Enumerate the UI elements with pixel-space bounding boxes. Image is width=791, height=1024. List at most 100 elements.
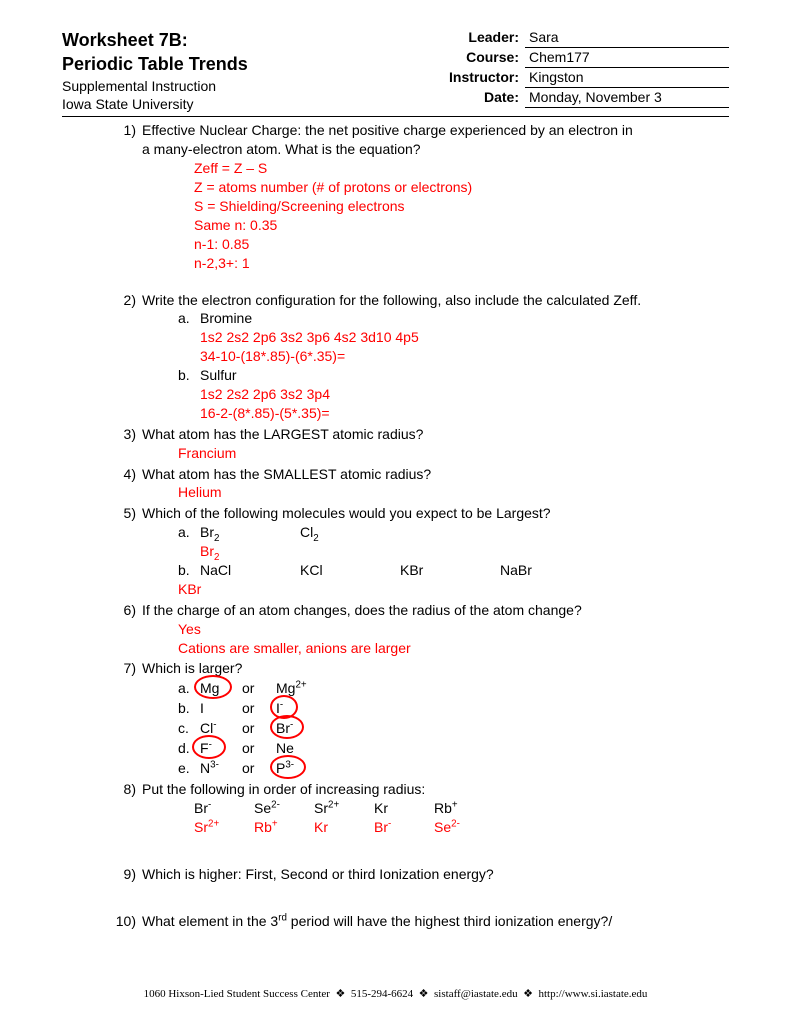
footer-sep-2: ❖	[419, 988, 429, 1000]
footer: 1060 Hixson-Lied Student Success Center …	[0, 987, 791, 1002]
q8-num: 8)	[110, 780, 142, 837]
ion-cell: Kr	[314, 818, 374, 837]
q7-rows: a.MgorMg2+b.IorI-c.Cl-orBr-d.F-orNee.N3-…	[178, 678, 729, 778]
q2b-ans1: 1s2 2s2 2p6 3s2 3p4	[200, 385, 729, 404]
q7-letter: b.	[178, 699, 200, 718]
q8: 8) Put the following in order of increas…	[110, 780, 729, 837]
q7-or: or	[242, 739, 276, 758]
q7-letter: e.	[178, 759, 200, 778]
q5b-opt4: NaBr	[500, 561, 600, 580]
subtitle-2: Iowa State University	[62, 95, 419, 114]
q2a-ans1: 1s2 2s2 2p6 3s2 3p6 4s2 3d10 4p5	[200, 328, 729, 347]
leader-label: Leader:	[419, 28, 525, 48]
q9: 9) Which is higher: First, Second or thi…	[110, 865, 729, 884]
ion-cell: Se2-	[434, 818, 494, 837]
q5a-opt2: Cl2	[300, 523, 400, 542]
footer-s1: 1060 Hixson-Lied Student Success Center	[144, 988, 330, 1000]
course-value: Chem177	[525, 48, 729, 68]
date-value: Monday, November 3	[525, 88, 729, 108]
q5a-row: a. Br2 Cl2	[178, 523, 729, 542]
q5a-letter: a.	[178, 523, 200, 542]
q1-ans3: S = Shielding/Screening electrons	[194, 197, 729, 216]
q7-row: b.IorI-	[178, 698, 729, 718]
ion-cell: Rb+	[254, 818, 314, 837]
ion-cell: Sr2+	[194, 818, 254, 837]
q7-letter: c.	[178, 719, 200, 738]
q8-text: Put the following in order of increasing…	[142, 780, 729, 799]
ion-cell: Kr	[374, 799, 434, 818]
q1-text2: a many-electron atom. What is the equati…	[142, 140, 729, 159]
q10: 10) What element in the 3rd period will …	[110, 912, 729, 931]
page: Worksheet 7B: Periodic Table Trends Supp…	[0, 0, 791, 1024]
q5b-opt2: KCl	[300, 561, 400, 580]
q8-row1: Br-Se2-Sr2+KrRb+	[194, 799, 729, 818]
q6: 6) If the charge of an atom changes, doe…	[110, 601, 729, 658]
header-rule	[62, 116, 729, 117]
q5-text: Which of the following molecules would y…	[142, 504, 729, 523]
content: 1) Effective Nuclear Charge: the net pos…	[110, 121, 729, 930]
q7-left: N3-	[200, 759, 242, 778]
q5a-opt1: Br2	[200, 523, 300, 542]
q2a-label: Bromine	[200, 309, 252, 328]
q6-ans1: Yes	[178, 620, 729, 639]
q7-num: 7)	[110, 659, 142, 778]
q2b-ans2: 16-2-(8*.85)-(5*.35)=	[200, 404, 729, 423]
q5-num: 5)	[110, 504, 142, 598]
q5b-ans: KBr	[178, 580, 729, 599]
q4: 4) What atom has the SMALLEST atomic rad…	[110, 465, 729, 503]
q2a-letter: a.	[178, 309, 200, 328]
q1-ans6: n-2,3+: 1	[194, 254, 729, 273]
q2-text: Write the electron configuration for the…	[142, 291, 729, 310]
q5b-row: b. NaCl KCl KBr NaBr	[178, 561, 729, 580]
q2: 2) Write the electron configuration for …	[110, 291, 729, 423]
course-label: Course:	[419, 48, 525, 68]
q10-text: What element in the 3rd period will have…	[142, 912, 729, 931]
footer-sep-1: ❖	[335, 988, 345, 1000]
q1-num: 1)	[110, 121, 142, 272]
footer-s4: http://www.si.iastate.edu	[538, 988, 647, 1000]
instructor-value: Kingston	[525, 68, 729, 88]
title-line-2: Periodic Table Trends	[62, 52, 419, 76]
ion-cell: Br-	[374, 818, 434, 837]
q9-text: Which is higher: First, Second or third …	[142, 865, 729, 884]
q9-num: 9)	[110, 865, 142, 884]
q1-ans1: Zeff = Z – S	[194, 159, 729, 178]
q5b-opt1: NaCl	[200, 561, 300, 580]
header-right: Leader:Sara Course:Chem177 Instructor:Ki…	[419, 28, 729, 108]
footer-sep-3: ❖	[523, 988, 533, 1000]
q1-ans5: n-1: 0.85	[194, 235, 729, 254]
q1-text1: Effective Nuclear Charge: the net positi…	[142, 121, 729, 140]
q1-body: Effective Nuclear Charge: the net positi…	[142, 121, 729, 272]
q6-ans2: Cations are smaller, anions are larger	[178, 639, 729, 658]
q5b-letter: b.	[178, 561, 200, 580]
q7-row: d.F-orNe	[178, 738, 729, 758]
q2b-label: Sulfur	[200, 366, 237, 385]
leader-value: Sara	[525, 28, 729, 48]
subtitle-1: Supplemental Instruction	[62, 77, 419, 96]
header-left: Worksheet 7B: Periodic Table Trends Supp…	[62, 28, 419, 114]
ion-cell: Sr2+	[314, 799, 374, 818]
q1-ans2: Z = atoms number (# of protons or electr…	[194, 178, 729, 197]
q4-text: What atom has the SMALLEST atomic radius…	[142, 465, 729, 484]
ion-cell: Rb+	[434, 799, 494, 818]
q3-text: What atom has the LARGEST atomic radius?	[142, 425, 729, 444]
q7-row: a.MgorMg2+	[178, 678, 729, 698]
q1: 1) Effective Nuclear Charge: the net pos…	[110, 121, 729, 272]
q7-or: or	[242, 679, 276, 698]
q7-row: e.N3-orP3-	[178, 758, 729, 778]
q7: 7) Which is larger? a.MgorMg2+b.IorI-c.C…	[110, 659, 729, 778]
q7-row: c.Cl-orBr-	[178, 718, 729, 738]
q4-num: 4)	[110, 465, 142, 503]
ion-cell: Se2-	[254, 799, 314, 818]
instructor-label: Instructor:	[419, 68, 525, 88]
q5b-opt3: KBr	[400, 561, 500, 580]
q2a-ans2: 34-10-(18*.85)-(6*.35)=	[200, 347, 729, 366]
q5: 5) Which of the following molecules woul…	[110, 504, 729, 598]
footer-s2: 515-294-6624	[351, 988, 413, 1000]
q2a: a. Bromine	[178, 309, 729, 328]
q8-row2: Sr2+Rb+KrBr-Se2-	[194, 818, 729, 837]
date-label: Date:	[419, 88, 525, 108]
footer-s3: sistaff@iastate.edu	[434, 988, 518, 1000]
q3-ans: Francium	[178, 444, 729, 463]
q3: 3) What atom has the LARGEST atomic radi…	[110, 425, 729, 463]
